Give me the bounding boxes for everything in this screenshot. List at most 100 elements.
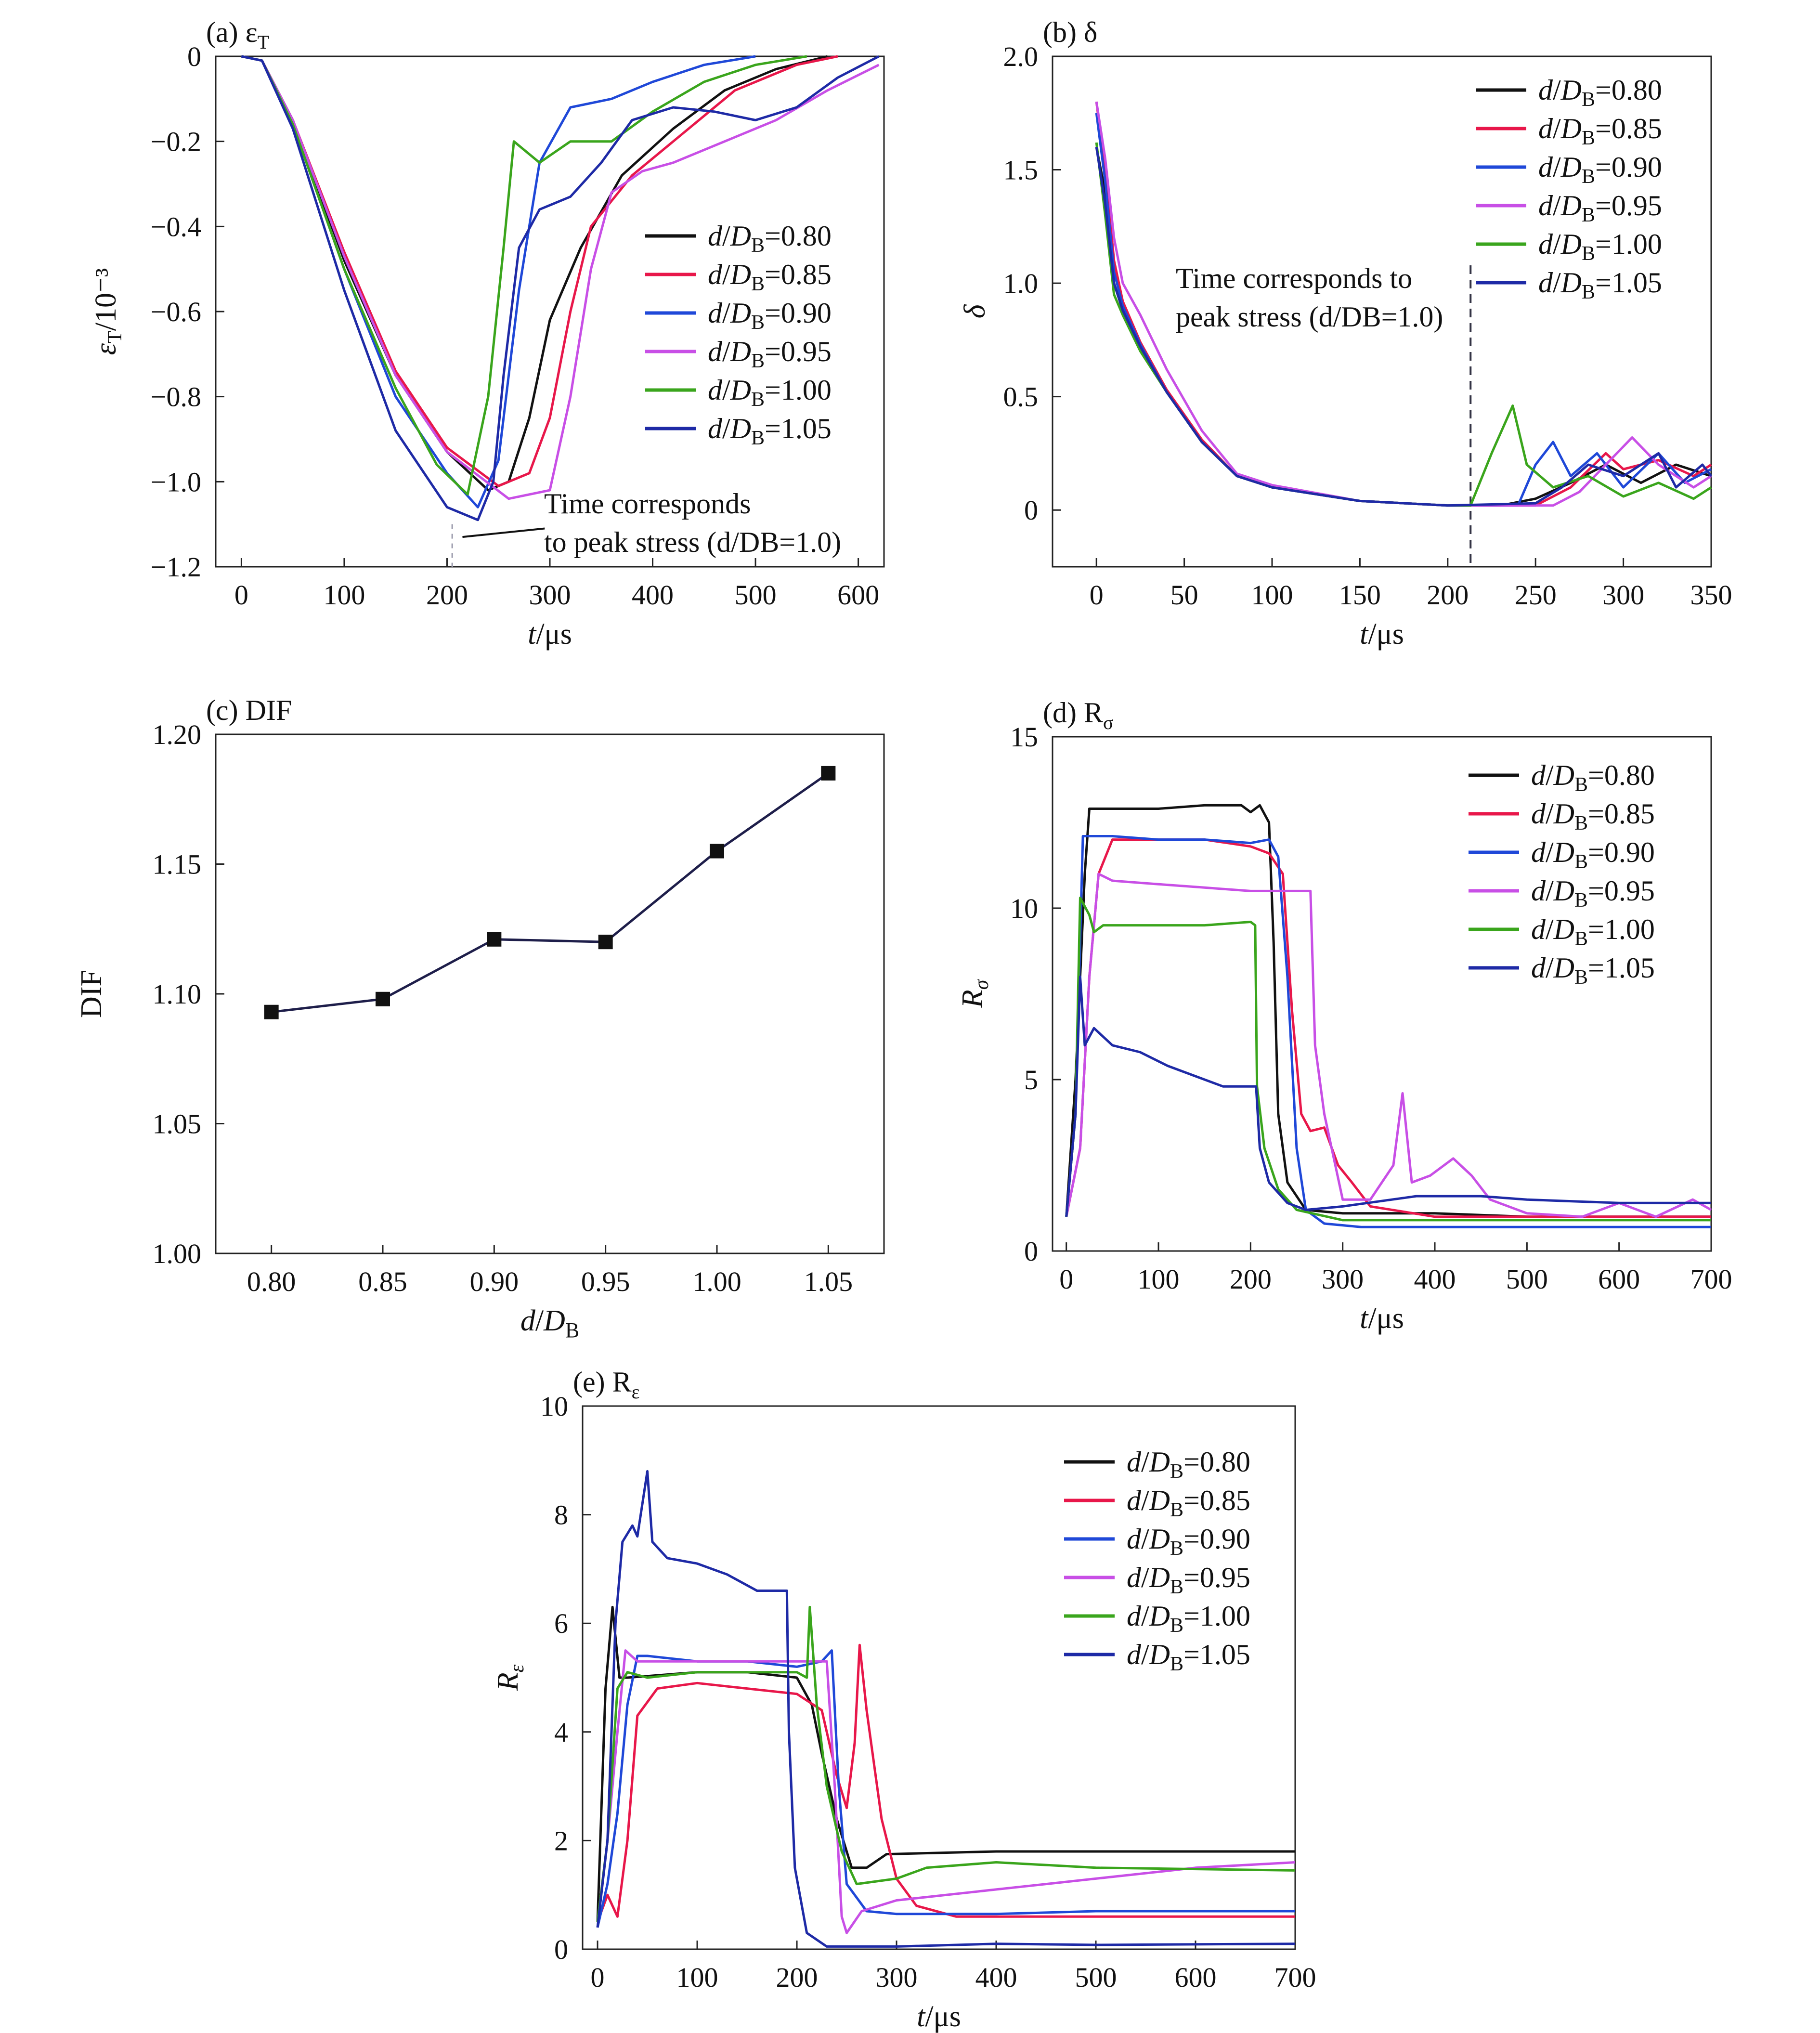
legend-label: d/DB=1.05 bbox=[708, 413, 832, 449]
x-tick-label: 100 bbox=[1138, 1264, 1180, 1295]
legend-label: d/DB=0.95 bbox=[1538, 190, 1662, 226]
legend-label: d/DB=0.85 bbox=[1538, 113, 1662, 149]
x-axis-label: t/μs bbox=[1360, 1302, 1404, 1335]
legend-label: d/DB=0.80 bbox=[1531, 759, 1655, 796]
chart-d: (d) Rσ 0 100 200 300 400 500 600 700 0 5 10 15 t/μs Rσ… bbox=[956, 697, 1732, 1335]
legend-label: d/DB=0.90 bbox=[708, 297, 832, 334]
legend-label: d/DB=0.90 bbox=[1538, 151, 1662, 188]
series-line-d-DB-0-95 bbox=[596, 1649, 1296, 1934]
x-tick-label: 300 bbox=[1602, 579, 1644, 611]
y-axis-label: δ bbox=[959, 304, 991, 318]
data-point bbox=[487, 932, 502, 947]
chart-title: (b) δ bbox=[1043, 16, 1097, 48]
series-line-d-DB-0-85 bbox=[596, 1643, 1295, 1923]
chart-c: (c) DIF 0.80 0.85 0.90 0.95 1.00 1.05 1.00 1.05 1… bbox=[75, 694, 885, 1342]
annotation-leader bbox=[462, 527, 545, 538]
annotation-text: Time corresponds to bbox=[1176, 262, 1412, 294]
y-tick-label: 5 bbox=[1024, 1064, 1038, 1095]
legend-label: d/DB=0.95 bbox=[708, 336, 832, 372]
y-axis-label: Rσ bbox=[956, 978, 993, 1008]
series-line-d-DB-1-05 bbox=[241, 55, 880, 521]
x-tick-label: 100 bbox=[323, 579, 365, 611]
x-tick-label: 0.95 bbox=[581, 1266, 630, 1297]
series-line-d-DB-1-05 bbox=[1095, 147, 1712, 507]
x-axis-label: t/μs bbox=[917, 2000, 961, 2033]
y-tick-label: −1.0 bbox=[151, 466, 201, 497]
legend-label: d/DB=0.90 bbox=[1127, 1523, 1250, 1560]
legend-label: d/DB=1.05 bbox=[1531, 952, 1655, 989]
series-line-d-DB-0-95 bbox=[1065, 873, 1712, 1218]
x-tick-label: 500 bbox=[1506, 1264, 1548, 1295]
legend-label: d/DB=0.80 bbox=[1127, 1446, 1250, 1483]
x-tick-label: 300 bbox=[876, 1962, 918, 1993]
y-axis-label: Rε bbox=[492, 1664, 528, 1691]
y-tick-label: 0 bbox=[1024, 1236, 1038, 1267]
y-tick-label: 8 bbox=[554, 1499, 568, 1531]
x-tick-label: 0.80 bbox=[247, 1266, 296, 1297]
x-tick-label: 400 bbox=[1414, 1264, 1456, 1295]
x-tick-label: 700 bbox=[1690, 1264, 1732, 1295]
x-tick-label: 150 bbox=[1339, 579, 1381, 611]
data-point bbox=[821, 766, 836, 781]
y-tick-label: 1.5 bbox=[1003, 155, 1039, 186]
series-line-d-DB-0-95 bbox=[241, 55, 880, 500]
series-line-d-DB-0-90 bbox=[1065, 835, 1711, 1228]
legend: d/DB=0.80d/DB=0.85d/DB=0.90d/DB=0.95d/DB… bbox=[1476, 74, 1662, 303]
x-tick-label: 300 bbox=[529, 579, 571, 611]
annotation-text: to peak stress (d/DB=1.0) bbox=[544, 526, 841, 558]
legend: d/DB=0.80d/DB=0.85d/DB=0.90d/DB=0.95d/DB… bbox=[1469, 759, 1655, 989]
plot-frame bbox=[582, 1405, 1296, 1950]
y-tick-label: −0.4 bbox=[151, 211, 201, 242]
legend-label: d/DB=1.05 bbox=[1127, 1639, 1250, 1675]
annotation-text: peak stress (d/DB=1.0) bbox=[1176, 301, 1443, 333]
legend-label: d/DB=0.85 bbox=[1127, 1485, 1250, 1521]
y-tick-label: 10 bbox=[540, 1391, 568, 1422]
x-axis-label: t/μs bbox=[1360, 618, 1404, 651]
series-line-d-DB-1-00 bbox=[596, 1605, 1296, 1922]
series-line-d-DB-1-00 bbox=[1065, 897, 1711, 1222]
y-axis-label: εT/10⁻³ bbox=[90, 268, 126, 355]
x-tick-label: 300 bbox=[1322, 1264, 1364, 1295]
x-tick-label: 600 bbox=[837, 579, 879, 611]
series-line-d-DB-1-05 bbox=[1065, 975, 1711, 1217]
x-tick-label: 200 bbox=[1427, 579, 1469, 611]
y-tick-label: 4 bbox=[554, 1717, 568, 1748]
x-tick-label: 0.90 bbox=[470, 1266, 519, 1297]
series-line-d-DB-0-80 bbox=[1065, 804, 1711, 1218]
y-tick-label: −0.8 bbox=[151, 381, 201, 413]
x-axis-label: d/DB bbox=[520, 1304, 579, 1342]
y-tick-label: −0.2 bbox=[151, 126, 201, 157]
x-tick-label: 100 bbox=[676, 1962, 718, 1993]
data-point bbox=[264, 1004, 279, 1019]
x-tick-label: 500 bbox=[735, 579, 777, 611]
y-axis-label: DIF bbox=[75, 970, 108, 1018]
x-axis-label: t/μs bbox=[528, 618, 572, 651]
legend-label: d/DB=0.85 bbox=[708, 259, 832, 295]
x-tick-label: 50 bbox=[1170, 579, 1198, 611]
legend-label: d/DB=0.85 bbox=[1531, 798, 1655, 834]
y-tick-label: 1.0 bbox=[1003, 268, 1039, 299]
x-tick-label: 200 bbox=[776, 1962, 818, 1993]
x-tick-label: 1.05 bbox=[804, 1266, 853, 1297]
data-point bbox=[598, 935, 613, 950]
x-tick-label: 400 bbox=[632, 579, 674, 611]
chart-a: (a) εT0 100 200 300 400 500 6000−0.2−0.4−0.6−0… bbox=[90, 16, 885, 651]
y-tick-label: 0.5 bbox=[1003, 381, 1039, 413]
x-tick-label: 0 bbox=[1059, 1264, 1073, 1295]
y-tick-label: −1.2 bbox=[151, 551, 201, 583]
y-tick-label: 1.20 bbox=[153, 719, 202, 750]
y-tick-label: 1.15 bbox=[153, 849, 202, 880]
x-tick-label: 1.00 bbox=[692, 1266, 741, 1297]
legend: d/DB=0.80d/DB=0.85d/DB=0.90d/DB=0.95d/DB… bbox=[645, 220, 832, 449]
y-tick-label: 2 bbox=[554, 1825, 568, 1856]
x-tick-label: 500 bbox=[1075, 1962, 1117, 1993]
legend: d/DB=0.80d/DB=0.85d/DB=0.90d/DB=0.95d/DB… bbox=[1064, 1446, 1250, 1675]
chart-e: (e) Rε 0 100 200 300 400 500 600 700 0 2 4 6 8 10 t/μs R… bbox=[492, 1366, 1316, 2033]
series-line-d-DB-1-05 bbox=[596, 1470, 1296, 1948]
legend-label: d/DB=1.00 bbox=[1538, 228, 1662, 265]
legend-label: d/DB=1.00 bbox=[1127, 1600, 1250, 1637]
y-tick-label: 10 bbox=[1010, 893, 1038, 924]
x-tick-label: 400 bbox=[975, 1962, 1017, 1993]
legend-label: d/DB=0.95 bbox=[1127, 1562, 1250, 1598]
